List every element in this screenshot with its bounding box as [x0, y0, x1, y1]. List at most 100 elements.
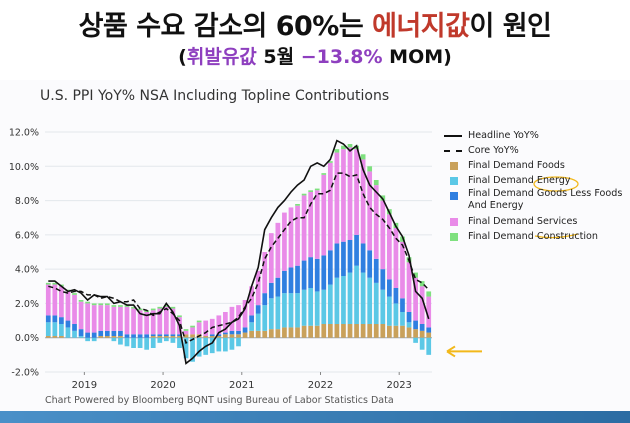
bar-construction — [52, 282, 58, 285]
bar-goods — [341, 241, 346, 276]
bar-goods — [354, 234, 359, 266]
headline-highlight: 에너지값 — [372, 11, 470, 42]
bar-goods — [59, 317, 64, 324]
bar-services — [314, 190, 320, 259]
bar-goods — [118, 330, 123, 336]
legend-swatch-energy — [450, 177, 458, 185]
bar-services — [98, 305, 104, 331]
bar-energy — [196, 337, 202, 357]
bar-services — [268, 233, 274, 283]
x-tick-label: 2022 — [308, 380, 333, 391]
bar-energy — [282, 293, 287, 328]
bar-foods — [321, 324, 327, 338]
bar-foods — [262, 330, 268, 338]
bar-goods — [229, 330, 235, 335]
bar-foods — [334, 324, 340, 338]
bar-goods — [131, 334, 136, 338]
bar-services — [209, 318, 215, 335]
bar-construction — [413, 272, 418, 278]
bar-energy — [275, 296, 281, 330]
bar-energy — [150, 337, 156, 348]
bar-services — [216, 315, 222, 335]
y-tick-label: 12.0% — [9, 128, 39, 139]
bar-energy — [124, 337, 130, 347]
subline: (휘발유값 5월 −13.8% MOM) — [0, 42, 630, 69]
bar-energy — [288, 293, 294, 328]
bar-energy — [131, 337, 136, 348]
bar-goods — [144, 334, 150, 338]
legend-item-goods: Final Demand Goods Less Foods And Energy — [444, 188, 630, 214]
legend-label: Final Demand Goods Less Foods And Energy — [468, 188, 623, 211]
bar-services — [91, 305, 97, 333]
bar-construction — [78, 300, 84, 302]
bar-energy — [236, 337, 241, 347]
bar-energy — [406, 322, 412, 328]
bar-energy — [163, 337, 169, 342]
bar-goods — [72, 324, 77, 331]
bar-construction — [295, 204, 300, 206]
bar-foods — [387, 325, 392, 338]
subline-open: ( — [178, 46, 187, 68]
bar-foods — [52, 336, 58, 338]
bar-goods — [150, 334, 156, 336]
bar-energy — [341, 276, 346, 324]
bar-energy — [426, 337, 432, 355]
x-tick-label: 2019 — [72, 380, 97, 391]
bar-services — [150, 310, 156, 335]
bar-foods — [413, 329, 418, 338]
bar-foods — [347, 324, 353, 338]
bar-construction — [341, 145, 346, 150]
bar-energy — [111, 337, 117, 342]
bar-foods — [183, 334, 189, 338]
legend-dash-swatch — [444, 150, 462, 152]
bar-services — [65, 291, 71, 321]
legend-label: Final Demand Services — [468, 216, 578, 227]
bar-energy — [137, 337, 143, 348]
bar-foods — [327, 324, 333, 338]
bar-goods — [347, 240, 353, 273]
bar-foods — [367, 324, 373, 338]
bar-services — [387, 214, 392, 280]
legend-item-foods: Final Demand Foods — [444, 158, 630, 173]
legend-label: Final Demand Energy — [468, 175, 571, 186]
bar-services — [419, 286, 425, 324]
bar-construction — [170, 306, 176, 309]
bar-construction — [183, 329, 189, 331]
bar-foods — [426, 332, 432, 338]
bar-services — [334, 152, 340, 244]
bar-construction — [177, 315, 182, 318]
bar-services — [249, 286, 254, 316]
bar-foods — [314, 325, 320, 338]
bar-services — [360, 159, 366, 244]
bar-energy — [170, 337, 176, 343]
bar-foods — [419, 330, 425, 338]
bar-foods — [190, 334, 195, 338]
legend-label: Headline YoY% — [468, 130, 539, 141]
bar-energy — [400, 312, 405, 326]
bar-services — [183, 330, 189, 335]
annotation-layer — [446, 176, 579, 358]
bar-services — [203, 320, 209, 336]
chart-legend: Headline YoY% Core YoY% Final Demand Foo… — [444, 128, 630, 244]
bar-foods — [170, 336, 176, 338]
bar-construction — [327, 161, 333, 163]
bar-services — [327, 162, 333, 251]
bar-construction — [373, 180, 379, 186]
legend-item-construction: Final Demand Construction — [444, 229, 630, 244]
bar-energy — [52, 322, 58, 336]
bar-foods — [157, 336, 163, 338]
bar-foods — [354, 324, 359, 338]
bar-services — [52, 284, 58, 316]
bar-services — [59, 286, 64, 318]
bar-goods — [282, 270, 287, 294]
bar-energy — [413, 337, 418, 343]
bar-services — [242, 300, 248, 328]
bar-construction — [91, 303, 97, 306]
bar-energy — [308, 288, 314, 326]
core-dashed-line — [48, 172, 430, 344]
bar-goods — [308, 257, 314, 288]
bar-services — [157, 308, 163, 335]
bar-energy — [295, 293, 300, 328]
bar-energy — [419, 337, 425, 350]
bar-goods — [45, 315, 51, 323]
